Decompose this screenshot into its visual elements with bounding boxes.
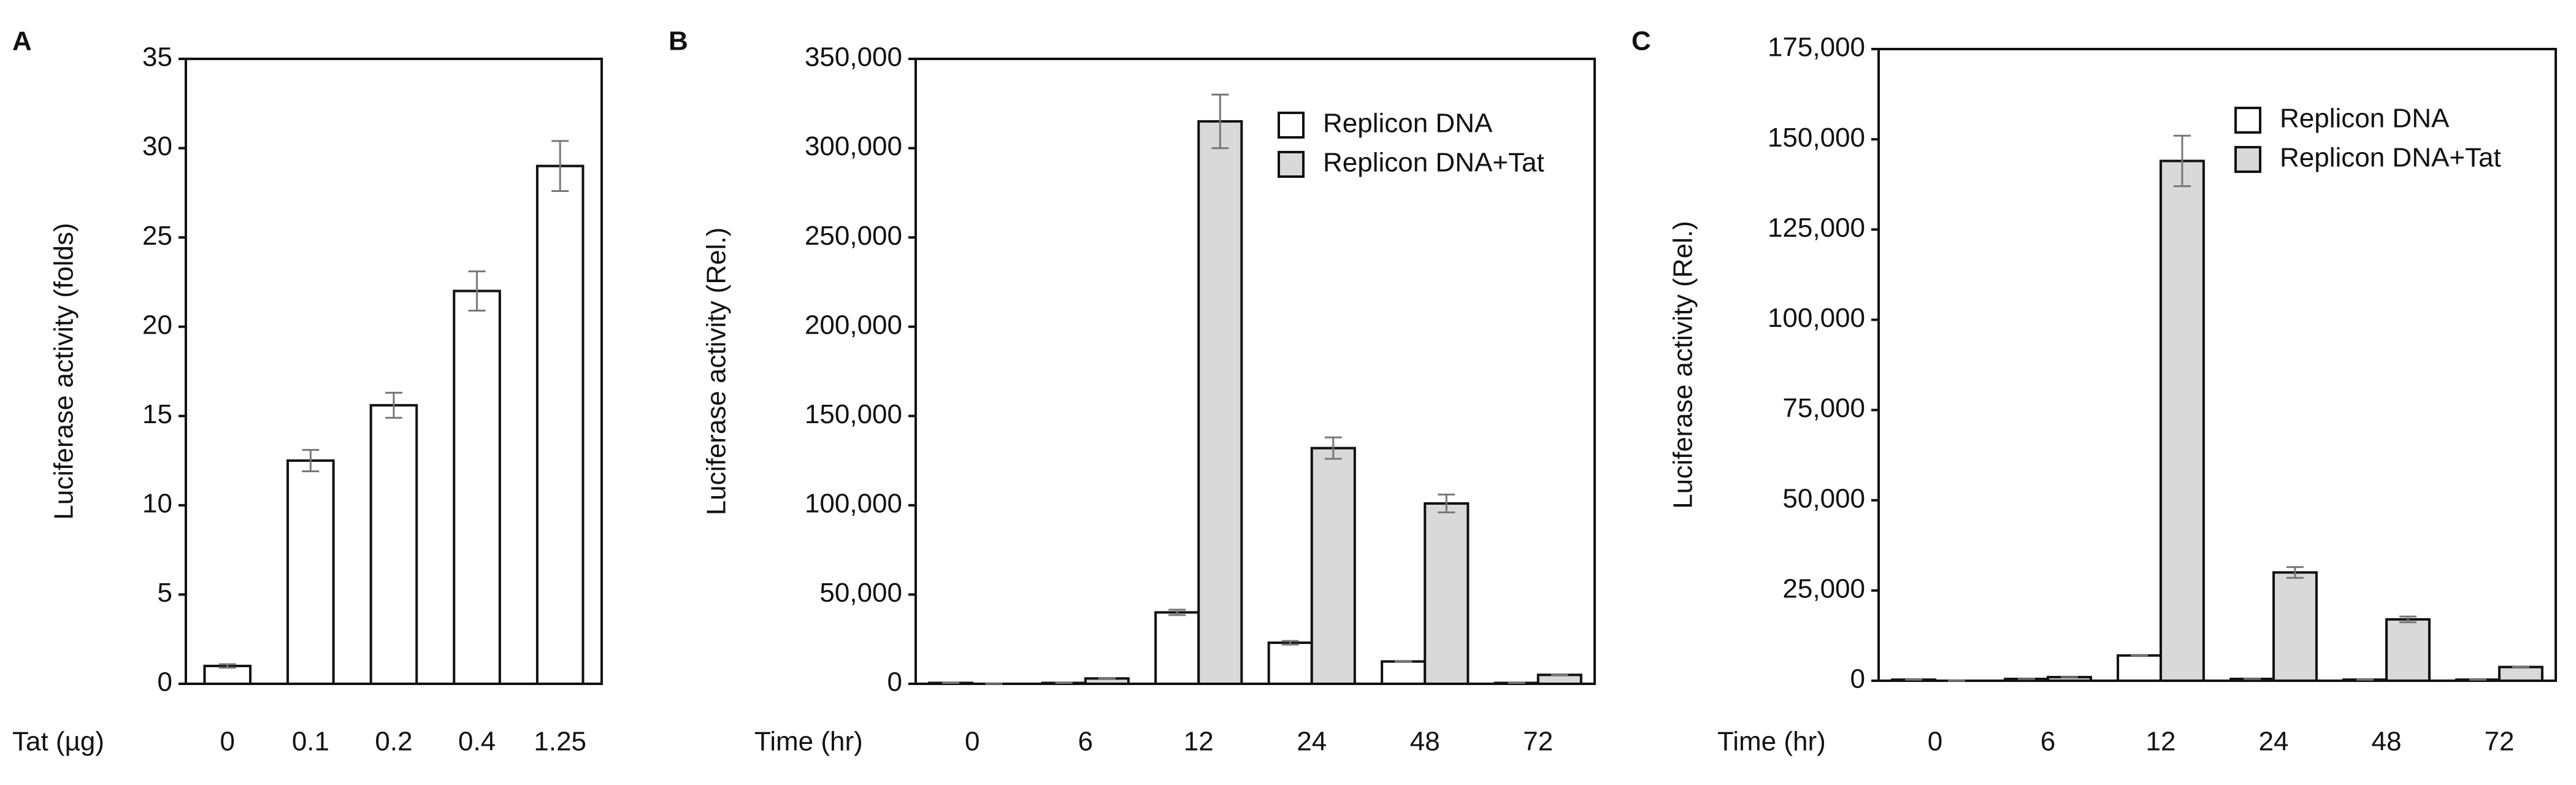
y-tick-label: 250,000 — [805, 221, 902, 251]
bar — [1536, 673, 1582, 686]
error-bar — [1168, 608, 1186, 616]
legend-swatch — [2234, 146, 2261, 173]
legend-label: Replicon DNA — [1323, 109, 1493, 139]
x-tick-label: 6 — [1078, 727, 1093, 757]
y-tick-label: 125,000 — [1768, 213, 1865, 243]
y-tick-label: 50,000 — [819, 578, 902, 608]
y-tick-label: 0 — [158, 667, 172, 697]
y-tick-label: 30 — [142, 131, 172, 161]
panel-label: B — [669, 26, 688, 56]
bar — [2272, 571, 2318, 683]
x-tick-label: 72 — [2485, 727, 2515, 757]
y-tick-label: 50,000 — [1782, 483, 1865, 513]
legend-label: Replicon DNA+Tat — [1323, 148, 1544, 178]
bar — [1267, 641, 1313, 685]
x-tick-label: 6 — [2041, 727, 2055, 757]
x-tick-label: 24 — [1297, 727, 1327, 757]
y-tick-label: 150,000 — [1768, 123, 1865, 153]
y-tick-label: 300,000 — [805, 131, 902, 161]
legend-swatch — [1278, 151, 1305, 178]
panel-label: A — [12, 26, 32, 56]
bar — [2117, 654, 2163, 683]
y-axis-title: Luciferase activity (Rel.) — [1668, 221, 1698, 508]
bar — [1310, 446, 1356, 685]
error-bar — [1324, 436, 1342, 460]
x-tick-label: 24 — [2259, 727, 2289, 757]
legend-swatch — [2234, 107, 2261, 134]
bar — [1154, 611, 1200, 685]
x-tick-label: 0.2 — [375, 727, 412, 757]
y-tick-label: 20 — [142, 310, 172, 340]
error-bar — [1281, 640, 1299, 646]
error-bar — [302, 449, 320, 473]
panel-label: C — [1631, 26, 1651, 56]
x-tick-label: 12 — [1184, 727, 1214, 757]
bar — [453, 289, 501, 685]
y-tick-label: 25,000 — [1782, 573, 1865, 603]
legend-swatch — [1278, 112, 1305, 139]
x-axis-title: Tat (µg) — [12, 727, 104, 757]
error-bar — [218, 663, 236, 669]
x-axis-title: Time (hr) — [754, 727, 863, 757]
error-bar — [551, 140, 569, 192]
x-tick-label: 0.1 — [292, 727, 329, 757]
y-tick-label: 15 — [142, 399, 172, 429]
y-tick-label: 0 — [887, 667, 902, 697]
y-tick-label: 150,000 — [805, 399, 902, 429]
y-tick-label: 25 — [142, 221, 172, 251]
error-bar — [468, 270, 486, 312]
plot-frame — [1877, 48, 2557, 682]
error-bar — [385, 391, 402, 419]
y-tick-label: 75,000 — [1782, 393, 1865, 423]
y-tick-label: 200,000 — [805, 310, 902, 340]
x-tick-label: 72 — [1523, 727, 1553, 757]
bar — [2498, 665, 2543, 682]
bar — [535, 164, 585, 685]
x-tick-label: 48 — [2372, 727, 2402, 757]
y-axis-title: Luciferase activity (folds) — [49, 223, 79, 519]
y-tick-label: 175,000 — [1768, 33, 1865, 63]
y-tick-label: 350,000 — [805, 42, 902, 72]
legend-label: Replicon DNA+Tat — [2280, 143, 2501, 173]
bar — [1424, 502, 1470, 686]
x-tick-label: 0 — [220, 727, 235, 757]
bar — [369, 404, 418, 685]
x-axis-title: Time (hr) — [1717, 727, 1826, 757]
error-bar — [1438, 493, 1455, 514]
y-tick-label: 10 — [142, 488, 172, 518]
y-tick-label: 35 — [142, 42, 172, 72]
bar — [2385, 618, 2431, 683]
error-bar — [2399, 615, 2417, 624]
x-tick-label: 0.4 — [458, 727, 496, 757]
bar — [1197, 120, 1243, 685]
x-tick-label: 1.25 — [534, 727, 586, 757]
x-tick-label: 12 — [2146, 727, 2176, 757]
y-axis-title: Luciferase activity (Rel.) — [702, 228, 732, 515]
x-tick-label: 0 — [965, 727, 979, 757]
plot-frame — [914, 58, 1596, 685]
x-tick-label: 48 — [1410, 727, 1440, 757]
x-tick-label: 0 — [1928, 727, 1942, 757]
y-tick-label: 100,000 — [805, 488, 902, 518]
y-tick-label: 0 — [1850, 664, 1865, 694]
bar — [2160, 159, 2205, 682]
error-bar — [1211, 93, 1229, 150]
bar — [1381, 660, 1427, 686]
error-bar — [2173, 134, 2191, 188]
legend-label: Replicon DNA — [2280, 104, 2450, 134]
y-tick-label: 100,000 — [1768, 303, 1865, 333]
error-bar — [2286, 566, 2304, 579]
bar — [286, 459, 335, 685]
y-tick-label: 5 — [158, 578, 172, 608]
